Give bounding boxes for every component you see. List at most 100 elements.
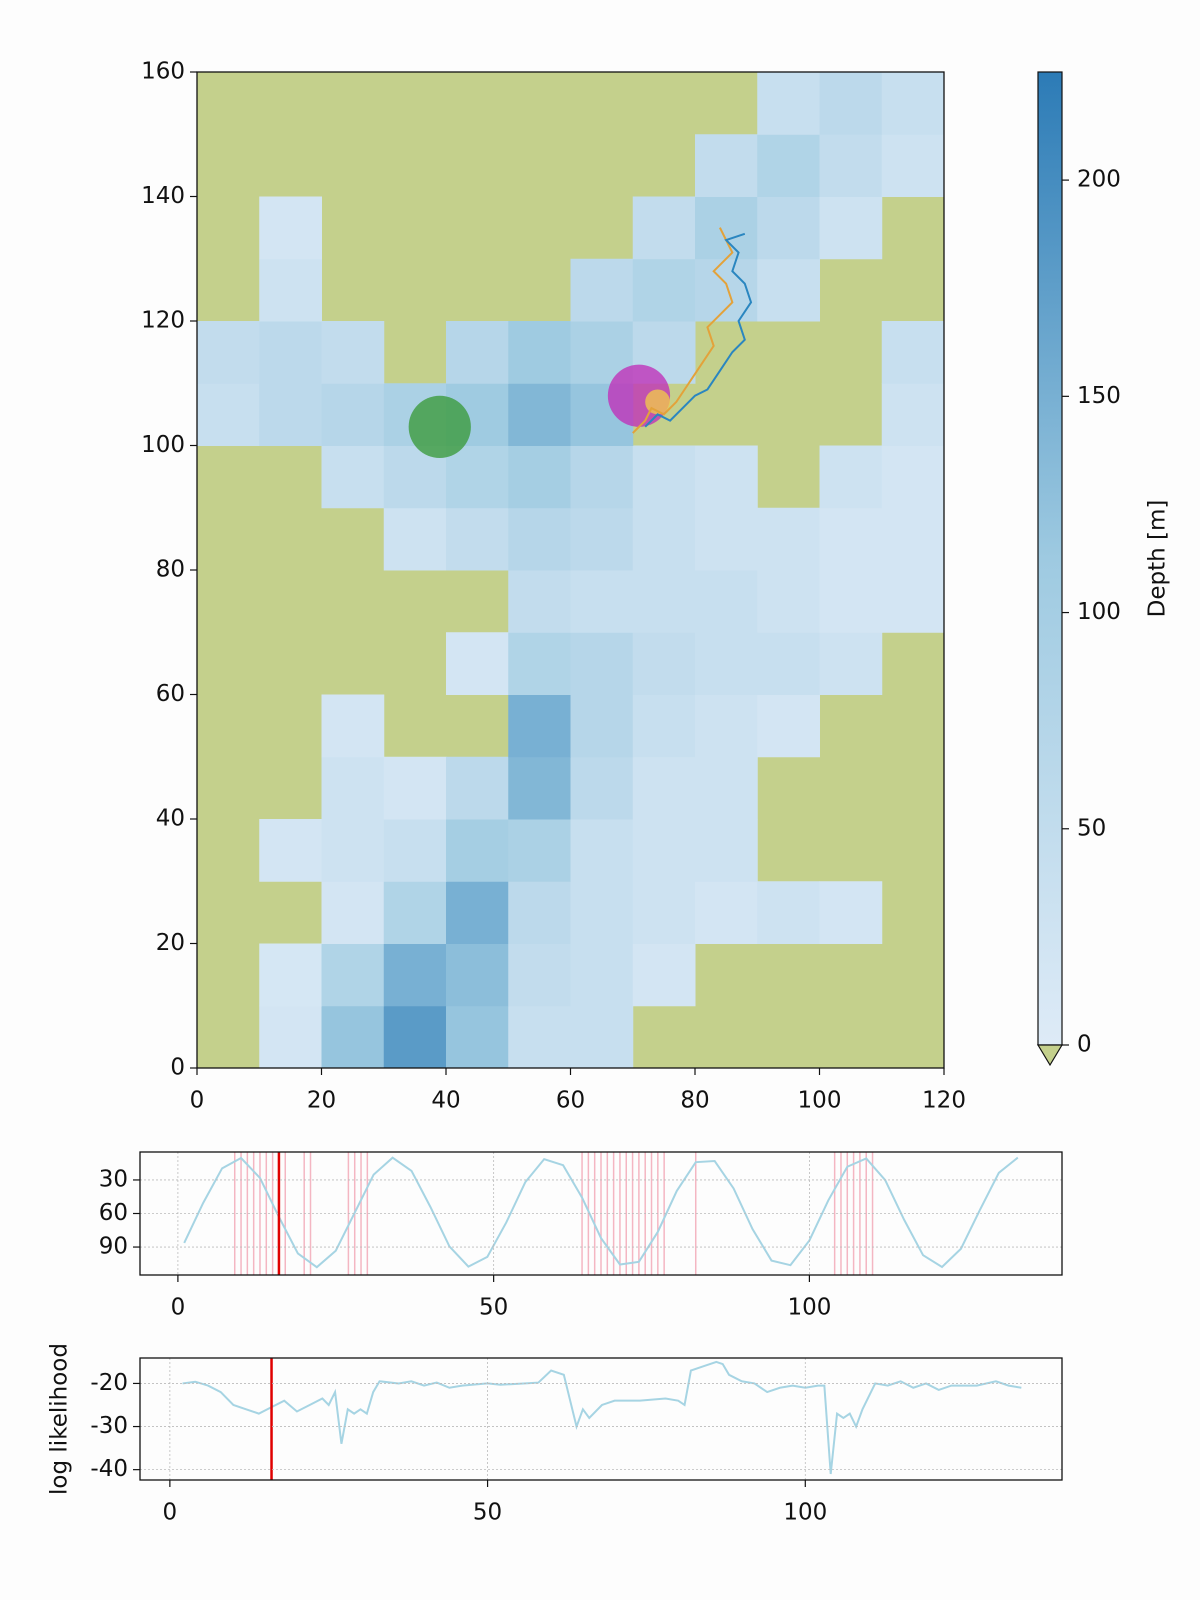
x-tick-label: 120 (922, 1088, 966, 1114)
depth-cell (570, 819, 634, 882)
depth-cell (632, 507, 696, 571)
plot-area (197, 72, 944, 1068)
colorbar-extension (1036, 1044, 1064, 1067)
depth-cell (321, 1005, 385, 1068)
y-tick-label: 30 (99, 1166, 128, 1192)
depth-cell (508, 943, 571, 1007)
depth-cell (570, 694, 634, 758)
depth-cell (570, 756, 634, 820)
depth-cell (695, 570, 758, 633)
y-tick-label: 90 (99, 1234, 128, 1260)
depth-cell (508, 1005, 571, 1068)
depth-cell (570, 570, 634, 633)
depth-cell (446, 943, 509, 1007)
depth-cell (695, 632, 758, 695)
depth-cell (259, 1005, 322, 1068)
y-axis-label: log likelihood (47, 1343, 73, 1495)
y-tick-label: 160 (141, 59, 185, 85)
colorbar-tick-label: 200 (1077, 167, 1121, 193)
depth-cell (321, 694, 385, 758)
depth-cell (570, 507, 634, 571)
depth-cell (259, 943, 322, 1007)
depth-cell (446, 632, 509, 695)
depth-cell (757, 694, 820, 758)
depth-cell (508, 570, 571, 633)
colorbar (1037, 71, 1063, 1046)
depth-cell (757, 72, 820, 135)
position-marker (408, 395, 471, 458)
depth-cell (632, 694, 696, 758)
y-tick-label: 140 (141, 183, 185, 209)
x-tick-label: 0 (171, 1295, 186, 1321)
depth-cell (446, 819, 509, 882)
depth-cell (881, 134, 944, 197)
depth-cell (695, 881, 758, 944)
depth-cell (570, 445, 634, 509)
x-tick-label: 60 (556, 1088, 585, 1114)
y-tick-label: 100 (141, 432, 185, 458)
depth-cell (695, 134, 758, 197)
depth-cell (757, 570, 820, 633)
depth-cell (881, 383, 944, 446)
depth-cell (819, 72, 883, 135)
x-tick-label: 40 (431, 1088, 460, 1114)
depth-cell (632, 881, 696, 944)
depth-cell (757, 134, 820, 197)
depth-cell (446, 445, 509, 509)
depth-cell (321, 321, 385, 384)
depth-cell (508, 756, 571, 820)
depth-cell (321, 819, 385, 882)
track-line (644, 232, 753, 428)
depth-cell (570, 632, 634, 695)
depth-cell (197, 321, 260, 384)
depth-cell (508, 694, 571, 758)
depth-cell (321, 943, 385, 1007)
x-tick-label: 100 (787, 1295, 831, 1321)
depth-cell (819, 507, 883, 571)
depth-cell (321, 881, 385, 944)
depth-cell (757, 507, 820, 571)
depth-cell (383, 1005, 447, 1068)
depth-cell (259, 196, 322, 260)
depth-cell (259, 819, 322, 882)
depth-cell (695, 694, 758, 758)
track-line (632, 227, 734, 434)
depth-cell (570, 943, 634, 1007)
depth-cell (383, 819, 447, 882)
colorbar-tick-label: 0 (1077, 1032, 1092, 1058)
depth-cell (757, 196, 820, 260)
depth-cell (881, 570, 944, 633)
y-tick-label: 0 (170, 1055, 185, 1081)
depth-cell (383, 943, 447, 1007)
colorbar-tick-label: 100 (1077, 599, 1121, 625)
depth-cell (259, 321, 322, 384)
depth-cell (881, 321, 944, 384)
depth-cell (446, 881, 509, 944)
x-tick-label: 100 (783, 1500, 827, 1526)
depth-cell (757, 258, 820, 322)
depth-cell (881, 72, 944, 135)
y-tick-label: 20 (156, 930, 185, 956)
y-tick-label: -30 (90, 1413, 128, 1439)
depth-cell (757, 881, 820, 944)
depth-cell (570, 258, 634, 322)
depth-cell (632, 756, 696, 820)
depth-cell (881, 445, 944, 509)
depth-cell (695, 445, 758, 509)
depth-cell (881, 507, 944, 571)
x-tick-label: 50 (479, 1295, 508, 1321)
depth-cell (695, 258, 758, 322)
y-tick-label: -20 (90, 1370, 128, 1396)
depth-cell (695, 196, 758, 260)
series-line (183, 1156, 1019, 1269)
y-tick-label: 120 (141, 308, 185, 334)
depth-cell (321, 756, 385, 820)
colorbar-tick-label: 150 (1077, 383, 1121, 409)
depth-cell (446, 321, 509, 384)
depth-cell (508, 507, 571, 571)
depth-cell (383, 507, 447, 571)
x-tick-label: 80 (680, 1088, 709, 1114)
depth-cell (819, 632, 883, 695)
depth-cell (321, 383, 385, 446)
